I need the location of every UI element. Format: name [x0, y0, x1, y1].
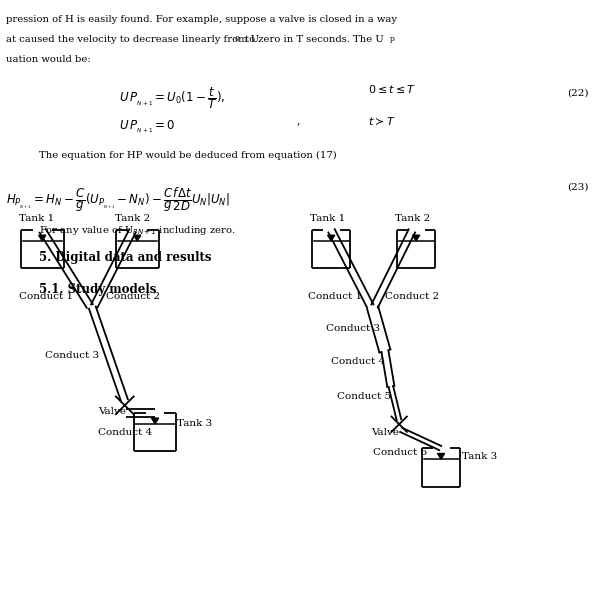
Text: Valve: Valve: [98, 407, 126, 416]
Text: 5. Digital data and results: 5. Digital data and results: [39, 251, 211, 264]
Text: For any value of U$_{PN+1}$ including zero.: For any value of U$_{PN+1}$ including ze…: [39, 224, 235, 237]
Text: Tank 2: Tank 2: [395, 214, 430, 223]
Polygon shape: [328, 235, 335, 241]
Text: Tank 1: Tank 1: [19, 214, 54, 223]
Text: Tank 3: Tank 3: [177, 419, 212, 428]
Text: pression of H is easily found. For example, suppose a valve is closed in a way: pression of H is easily found. For examp…: [6, 15, 397, 24]
Text: $0 \leq t \leq T$: $0 \leq t \leq T$: [368, 83, 416, 94]
Text: ,: ,: [297, 115, 301, 125]
Polygon shape: [39, 235, 46, 241]
Text: Valve: Valve: [371, 428, 399, 437]
Text: Conduct 4: Conduct 4: [98, 428, 152, 437]
Text: Tank 1: Tank 1: [310, 214, 345, 223]
Text: Conduct 6: Conduct 6: [373, 448, 427, 457]
Text: $U\,P_{_{N+1}} = 0$: $U\,P_{_{N+1}} = 0$: [119, 118, 175, 135]
Text: to zero in T seconds. The U: to zero in T seconds. The U: [242, 35, 384, 44]
Text: Conduct 2: Conduct 2: [385, 292, 439, 301]
Polygon shape: [437, 454, 444, 459]
Text: Conduct 4: Conduct 4: [331, 357, 386, 366]
Text: (22): (22): [567, 88, 589, 97]
Text: p: p: [390, 35, 394, 44]
Text: at caused the velocity to decrease linearly from U: at caused the velocity to decrease linea…: [6, 35, 259, 44]
Text: Conduct 3: Conduct 3: [45, 351, 99, 360]
Polygon shape: [412, 235, 419, 241]
Text: 0: 0: [235, 35, 239, 44]
Polygon shape: [134, 235, 141, 241]
Polygon shape: [151, 418, 159, 424]
Text: (23): (23): [567, 183, 589, 192]
Text: $t \succ T$: $t \succ T$: [368, 115, 396, 127]
Text: The equation for HP would be deduced from equation (17): The equation for HP would be deduced fro…: [39, 150, 336, 159]
Text: Conduct 1: Conduct 1: [19, 292, 73, 301]
Text: uation would be:: uation would be:: [6, 55, 91, 64]
Text: Conduct 1: Conduct 1: [308, 292, 362, 301]
Text: Conduct 2: Conduct 2: [106, 292, 160, 301]
Text: Conduct 3: Conduct 3: [326, 324, 380, 333]
Text: $H_{P_{_{N+1}}} = H_N - \dfrac{C}{g}(U_{P_{_{N+1}}} - N_N) - \dfrac{C}{g}\dfrac{: $H_{P_{_{N+1}}} = H_N - \dfrac{C}{g}(U_{…: [6, 186, 230, 214]
Text: Conduct 5: Conduct 5: [337, 392, 391, 401]
Text: 5.1. Study models: 5.1. Study models: [39, 283, 156, 296]
Text: Tank 2: Tank 2: [115, 214, 150, 223]
Text: $U\,P_{_{N+1}} = U_0(1-\dfrac{t}{T}),$: $U\,P_{_{N+1}} = U_0(1-\dfrac{t}{T}),$: [119, 86, 225, 112]
Text: Tank 3: Tank 3: [462, 453, 497, 461]
